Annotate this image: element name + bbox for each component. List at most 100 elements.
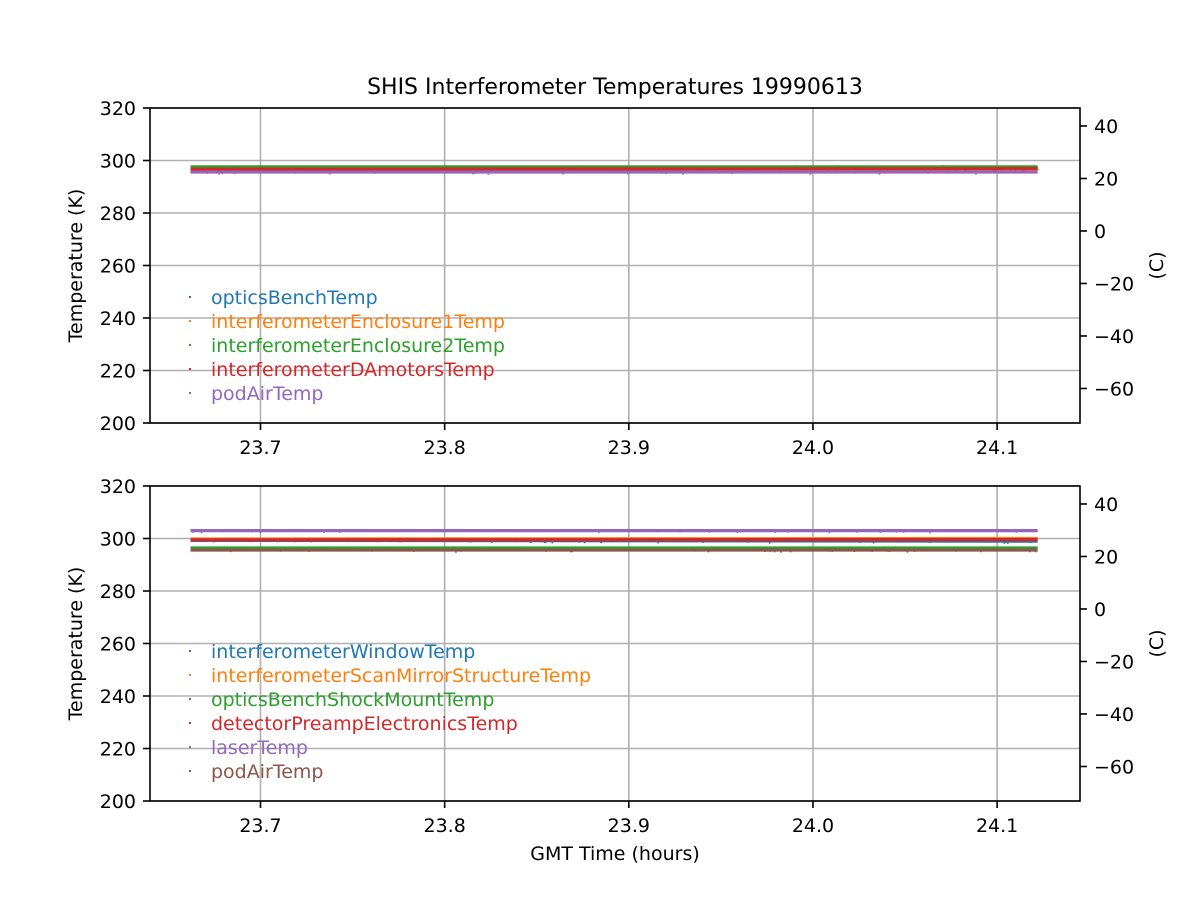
x-tick-label: 24.0: [792, 815, 834, 837]
y-tick-label: 300: [100, 529, 136, 551]
series-point: [469, 171, 472, 173]
series-point: [763, 550, 766, 552]
series-point: [594, 539, 596, 541]
series-point: [731, 172, 733, 175]
chart-title: SHIS Interferometer Temperatures 1999061…: [367, 75, 863, 100]
series-point: [690, 546, 693, 549]
series-point: [866, 171, 869, 173]
series-point: [747, 541, 750, 543]
series-point: [569, 550, 572, 553]
series-point: [998, 168, 1000, 171]
series-point: [888, 537, 891, 539]
series-point: [718, 538, 721, 540]
x-tick-label: 23.9: [608, 437, 650, 459]
y-tick-label: 300: [100, 151, 136, 173]
series-point: [878, 173, 881, 175]
series-point: [694, 550, 697, 552]
series-point: [858, 530, 861, 533]
series-point: [524, 166, 527, 168]
series-point: [544, 167, 547, 169]
series-point: [879, 547, 882, 549]
series-point: [935, 541, 937, 543]
series-point: [538, 169, 540, 171]
series-point: [373, 172, 376, 174]
series-point: [252, 166, 254, 168]
series-point: [253, 166, 256, 168]
series-point: [811, 530, 814, 532]
series-point: [769, 550, 772, 553]
series-point: [293, 541, 296, 543]
y-tick-label: 220: [100, 361, 136, 383]
series-point: [964, 549, 966, 552]
series-point: [826, 549, 829, 552]
series-point: [521, 169, 524, 171]
series-point: [997, 165, 999, 168]
series-point: [854, 172, 857, 174]
series-point: [975, 173, 977, 175]
series-point: [1010, 530, 1012, 532]
series-point: [1002, 170, 1005, 172]
series-point: [895, 531, 898, 533]
series-point: [496, 538, 498, 540]
series-point: [307, 549, 310, 552]
series-point: [460, 550, 463, 552]
series-point: [626, 166, 629, 168]
series-point: [779, 547, 781, 549]
series-point: [927, 172, 929, 174]
series-point: [832, 170, 835, 172]
y2-tick-label: −20: [1094, 651, 1134, 673]
series-point: [381, 167, 384, 169]
series-point: [806, 547, 809, 549]
series-point: [570, 550, 573, 553]
series-point: [484, 549, 487, 551]
series-point: [531, 529, 534, 531]
series-point: [808, 539, 811, 541]
series-point: [552, 170, 554, 172]
series-point: [907, 529, 910, 531]
series-point: [1014, 169, 1017, 172]
series-point: [995, 550, 998, 552]
series-point: [768, 542, 771, 544]
series-point: [921, 550, 923, 552]
series-point: [505, 166, 507, 168]
series-point: [544, 541, 547, 544]
series-point: [551, 542, 554, 544]
series-point: [354, 548, 356, 551]
series-point: [629, 546, 632, 548]
series-point: [902, 531, 905, 533]
series-point: [308, 550, 310, 552]
series-point: [626, 168, 629, 171]
x-axis-label: GMT Time (hours): [530, 843, 700, 865]
series-point: [635, 166, 638, 168]
series-point: [327, 538, 330, 540]
series-point: [838, 166, 841, 168]
series-point: [789, 551, 792, 553]
legend-marker: [189, 674, 191, 676]
series-point: [399, 168, 401, 170]
series-point: [497, 170, 499, 173]
x-tick-label: 23.8: [423, 437, 465, 459]
series-point: [825, 548, 827, 550]
series-point: [917, 537, 919, 539]
series-point: [557, 530, 559, 532]
legend-entry: interferometerDAmotorsTemp: [211, 359, 495, 381]
legend-marker: [189, 344, 191, 346]
series-point: [329, 173, 331, 175]
series-point: [1005, 548, 1007, 550]
series-point: [502, 530, 505, 533]
y-tick-label: 200: [100, 791, 136, 813]
series-point: [810, 538, 812, 540]
series-point: [482, 538, 484, 540]
series-point: [545, 550, 548, 552]
series-point: [206, 172, 209, 174]
series-point: [733, 168, 736, 171]
legend-marker: [189, 770, 191, 772]
series-point: [737, 546, 739, 549]
series-point: [338, 166, 341, 168]
series-point: [466, 549, 468, 551]
series-point: [664, 172, 667, 175]
series-point: [248, 166, 250, 168]
series-point: [530, 168, 532, 170]
series-point: [724, 547, 727, 549]
series-point: [607, 165, 610, 168]
